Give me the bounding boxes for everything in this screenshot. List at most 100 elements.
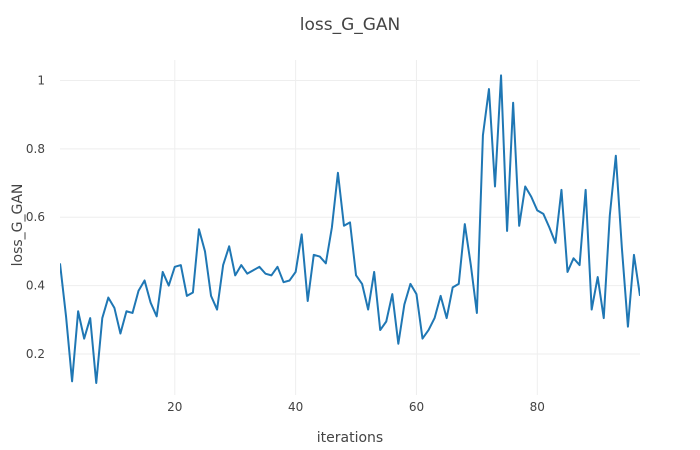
data-point[interactable] [99, 315, 105, 321]
data-point[interactable] [389, 291, 395, 297]
data-point[interactable] [595, 274, 601, 280]
data-point[interactable] [395, 341, 401, 347]
data-point[interactable] [202, 248, 208, 254]
data-point[interactable] [299, 231, 305, 237]
data-point[interactable] [178, 262, 184, 268]
data-point[interactable] [293, 269, 299, 275]
data-point[interactable] [552, 240, 558, 246]
y-tick-label: 0.2 [26, 347, 45, 361]
data-point[interactable] [172, 264, 178, 270]
data-point[interactable] [534, 207, 540, 213]
data-point[interactable] [111, 305, 117, 311]
data-point[interactable] [540, 211, 546, 217]
data-point[interactable] [87, 315, 93, 321]
data-point[interactable] [220, 262, 226, 268]
data-point[interactable] [438, 293, 444, 299]
y-tick-label: 0.6 [26, 210, 45, 224]
data-point[interactable] [160, 269, 166, 275]
data-point[interactable] [510, 100, 516, 106]
data-point[interactable] [601, 315, 607, 321]
data-point[interactable] [413, 291, 419, 297]
data-point[interactable] [93, 380, 99, 386]
data-point[interactable] [256, 264, 262, 270]
data-point[interactable] [583, 187, 589, 193]
data-point[interactable] [565, 269, 571, 275]
data-point[interactable] [142, 277, 148, 283]
data-point[interactable] [558, 187, 564, 193]
data-point[interactable] [232, 272, 238, 278]
data-point[interactable] [546, 225, 552, 231]
data-point[interactable] [69, 378, 75, 384]
data-point[interactable] [613, 153, 619, 159]
data-point[interactable] [154, 313, 160, 319]
data-point[interactable] [184, 293, 190, 299]
data-point[interactable] [166, 283, 172, 289]
data-point[interactable] [250, 267, 256, 273]
data-point[interactable] [359, 281, 365, 287]
data-point[interactable] [516, 223, 522, 229]
data-point[interactable] [130, 310, 136, 316]
data-point[interactable] [287, 277, 293, 283]
data-point[interactable] [625, 324, 631, 330]
data-point[interactable] [57, 260, 63, 266]
data-point[interactable] [607, 213, 613, 219]
data-point[interactable] [311, 252, 317, 258]
data-point[interactable] [420, 336, 426, 342]
data-point[interactable] [262, 271, 268, 277]
data-point[interactable] [317, 254, 323, 260]
data-point[interactable] [105, 295, 111, 301]
data-point[interactable] [371, 269, 377, 275]
data-point[interactable] [407, 281, 413, 287]
data-point[interactable] [123, 308, 129, 314]
data-point[interactable] [432, 315, 438, 321]
data-point[interactable] [462, 221, 468, 227]
data-point[interactable] [637, 293, 643, 299]
data-point[interactable] [323, 260, 329, 266]
data-point[interactable] [244, 271, 250, 277]
x-tick-label: 80 [530, 400, 545, 414]
data-point[interactable] [631, 252, 637, 258]
data-point[interactable] [75, 308, 81, 314]
data-point[interactable] [571, 255, 577, 261]
data-point[interactable] [522, 183, 528, 189]
data-point[interactable] [365, 307, 371, 313]
data-point[interactable] [426, 327, 432, 333]
data-point[interactable] [498, 72, 504, 78]
data-point[interactable] [238, 262, 244, 268]
data-point[interactable] [329, 225, 335, 231]
data-point[interactable] [281, 279, 287, 285]
data-point[interactable] [468, 262, 474, 268]
data-point[interactable] [486, 86, 492, 92]
data-point[interactable] [347, 219, 353, 225]
data-point[interactable] [577, 262, 583, 268]
data-point[interactable] [214, 307, 220, 313]
data-point[interactable] [148, 300, 154, 306]
data-point[interactable] [226, 243, 232, 249]
data-point[interactable] [63, 313, 69, 319]
data-point[interactable] [619, 245, 625, 251]
data-point[interactable] [401, 301, 407, 307]
data-point[interactable] [492, 183, 498, 189]
data-point[interactable] [196, 226, 202, 232]
data-point[interactable] [208, 293, 214, 299]
data-point[interactable] [81, 336, 87, 342]
data-point[interactable] [456, 281, 462, 287]
data-point[interactable] [341, 223, 347, 229]
data-point[interactable] [480, 132, 486, 138]
data-point[interactable] [504, 228, 510, 234]
data-point[interactable] [450, 284, 456, 290]
data-point[interactable] [444, 315, 450, 321]
data-point[interactable] [305, 298, 311, 304]
data-point[interactable] [335, 170, 341, 176]
data-point[interactable] [353, 272, 359, 278]
data-point[interactable] [136, 288, 142, 294]
data-point[interactable] [383, 319, 389, 325]
data-point[interactable] [589, 307, 595, 313]
data-point[interactable] [474, 310, 480, 316]
data-point[interactable] [268, 272, 274, 278]
data-point[interactable] [190, 289, 196, 295]
data-point[interactable] [377, 327, 383, 333]
data-point[interactable] [117, 330, 123, 336]
data-point[interactable] [528, 194, 534, 200]
data-point[interactable] [275, 264, 281, 270]
